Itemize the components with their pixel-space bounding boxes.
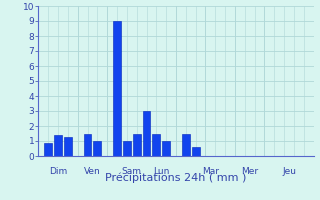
Bar [152, 134, 160, 156]
Bar [54, 135, 62, 156]
Bar [133, 134, 140, 156]
Text: Lun: Lun [153, 166, 170, 176]
Text: Mar: Mar [202, 166, 219, 176]
Bar [84, 134, 92, 156]
Text: Jeu: Jeu [282, 166, 296, 176]
Text: Ven: Ven [84, 166, 101, 176]
Text: Mer: Mer [241, 166, 258, 176]
Bar [182, 134, 190, 156]
Bar [93, 141, 101, 156]
Bar [192, 147, 200, 156]
Bar [162, 141, 170, 156]
Bar [44, 142, 52, 156]
Text: Sam: Sam [122, 166, 142, 176]
Bar [143, 111, 150, 156]
Bar [113, 21, 121, 156]
Bar [123, 141, 131, 156]
Bar [64, 137, 72, 156]
Text: Précipitations 24h ( mm ): Précipitations 24h ( mm ) [105, 172, 247, 183]
Text: Dim: Dim [49, 166, 67, 176]
